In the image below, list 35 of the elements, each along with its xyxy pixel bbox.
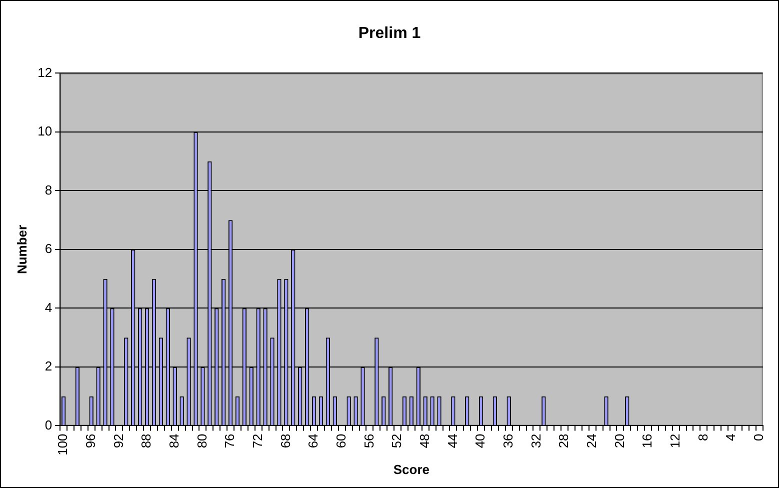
x-tick-label: 8 (695, 434, 710, 441)
y-tick-label: 2 (44, 358, 52, 374)
x-tick-label: 92 (110, 434, 126, 448)
x-tick-label: 28 (556, 434, 572, 448)
x-tick-label: 96 (82, 434, 98, 448)
x-tick-label: 20 (612, 434, 627, 448)
x-tick-label: 0 (750, 434, 766, 441)
x-tick-label: 80 (194, 434, 210, 448)
x-tick-label: 12 (667, 434, 682, 448)
x-tick-label: 76 (222, 434, 238, 448)
y-tick-label: 8 (44, 182, 52, 198)
x-tick-label: 32 (528, 434, 544, 448)
x-tick-label: 88 (138, 434, 154, 448)
chart-title: Prelim 1 (358, 25, 421, 42)
x-tick-label: 52 (389, 434, 404, 448)
x-tick-label: 84 (166, 434, 182, 448)
y-tick-label: 6 (44, 241, 52, 256)
y-tick-label: 4 (44, 300, 52, 315)
x-tick-label: 64 (306, 434, 321, 448)
x-tick-label: 24 (584, 434, 599, 448)
x-axis-title: Score (393, 462, 430, 477)
x-tick-label: 40 (472, 434, 488, 448)
x-tick-label: 100 (55, 434, 70, 456)
x-tick-label: 48 (416, 434, 432, 448)
x-tick-label: 68 (278, 434, 293, 448)
x-tick-label: 72 (250, 434, 265, 448)
y-tick-label: 12 (38, 64, 52, 80)
x-tick-label: 56 (361, 434, 376, 448)
y-tick-label: 10 (38, 124, 52, 139)
x-tick-label: 44 (444, 434, 460, 448)
y-axis-title: Number (14, 224, 30, 274)
x-tick-label: 4 (723, 434, 738, 441)
x-tick-label: 60 (333, 434, 348, 448)
x-tick-label: 36 (500, 434, 516, 448)
x-tick-label: 16 (640, 434, 655, 448)
